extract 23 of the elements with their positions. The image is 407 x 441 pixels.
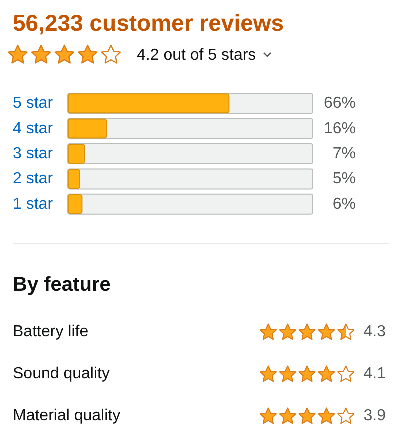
bar [68,194,83,214]
data-label: 66% [324,95,356,112]
bar [68,169,80,190]
y-tick-label: 5 star [13,95,54,112]
data-label: 5% [332,170,356,188]
category-label: Sound quality [13,366,110,382]
chart-subtitle: 4.2 out of 5 stars [137,46,256,64]
y-tick-label: 3 star [13,146,54,162]
bar [68,144,86,164]
data-label: 16% [324,120,356,138]
data-label: 3.9 [364,408,386,424]
category-label: Material quality [13,408,121,424]
data-label: 4.1 [364,366,386,382]
y-tick-label: 2 star [13,170,54,188]
category-label: Battery life [13,324,89,340]
data-label: 7% [332,146,356,162]
y-tick-label: 1 star [13,196,54,213]
data-label: 4.3 [364,324,386,340]
y-tick-label: 4 star [13,120,54,138]
text: By feature [13,273,111,297]
data-label: 6% [332,196,356,213]
chart-title: 56,233 customer reviews [13,9,284,37]
bar [68,118,108,139]
